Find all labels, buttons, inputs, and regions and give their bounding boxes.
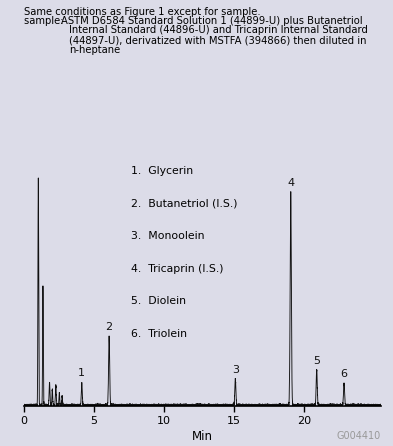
Text: 2: 2	[106, 322, 113, 332]
Text: 3.  Monoolein: 3. Monoolein	[131, 231, 204, 241]
Text: 5: 5	[313, 356, 320, 366]
Text: ASTM D6584 Standard Solution 1 (44899-U) plus Butanetriol: ASTM D6584 Standard Solution 1 (44899-U)…	[61, 16, 362, 25]
Text: 4.  Tricaprin (I.S.): 4. Tricaprin (I.S.)	[131, 264, 223, 274]
Text: 5.  Diolein: 5. Diolein	[131, 296, 186, 306]
Text: 1.  Glycerin: 1. Glycerin	[131, 166, 193, 176]
Text: 3: 3	[232, 365, 239, 375]
Text: n-heptane: n-heptane	[69, 45, 120, 55]
Text: 2.  Butanetriol (I.S.): 2. Butanetriol (I.S.)	[131, 199, 237, 209]
Text: Same conditions as Figure 1 except for sample.: Same conditions as Figure 1 except for s…	[24, 7, 260, 17]
Text: G004410: G004410	[337, 431, 381, 441]
Text: 1: 1	[78, 368, 85, 378]
Text: Internal Standard (44896-U) and Tricaprin Internal Standard: Internal Standard (44896-U) and Tricapri…	[69, 25, 367, 35]
X-axis label: Min: Min	[192, 430, 213, 443]
Text: sample:: sample:	[24, 16, 66, 25]
Text: (44897-U), derivatized with MSTFA (394866) then diluted in: (44897-U), derivatized with MSTFA (39486…	[69, 35, 366, 45]
Text: 6: 6	[341, 369, 347, 380]
Text: 6.  Triolein: 6. Triolein	[131, 329, 187, 339]
Text: 4: 4	[287, 178, 294, 188]
